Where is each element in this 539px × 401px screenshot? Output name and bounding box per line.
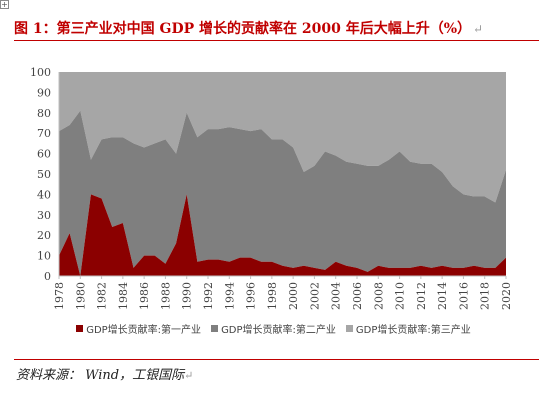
series-area-3 xyxy=(59,72,506,203)
source-text: 资料来源： Wind，工银国际 xyxy=(16,368,185,383)
x-tick-label: 1992 xyxy=(202,282,215,310)
x-tick-label: 2020 xyxy=(500,282,513,310)
chart-legend: GDP增长贡献率:第一产业 GDP增长贡献率:第二产业 GDP增长贡献率:第三产业 xyxy=(16,318,531,338)
x-tick-label: 1980 xyxy=(74,282,87,310)
stacked-area-chart: 0 10 20 30 40 50 60 70 80 90 100 1978 1980 1982 1984 19… xyxy=(30,66,513,310)
y-tick-label: 30 xyxy=(37,209,51,222)
paragraph-mark-icon: ↵ xyxy=(184,369,194,382)
source-note: 资料来源： Wind，工银国际↵ xyxy=(16,364,193,383)
x-tick-label: 2016 xyxy=(457,282,470,310)
y-tick-label: 0 xyxy=(44,270,51,283)
x-tick-label: 1998 xyxy=(266,282,279,310)
x-tick-label: 2010 xyxy=(394,282,407,310)
y-tick-label: 20 xyxy=(37,229,51,242)
y-tick-label: 80 xyxy=(37,107,51,120)
x-tick-label: 2002 xyxy=(308,282,321,310)
legend-swatch xyxy=(211,324,219,332)
x-tick-label: 2004 xyxy=(330,282,343,310)
legend-item: GDP增长贡献率:第二产业 xyxy=(211,321,336,336)
y-tick-label: 70 xyxy=(37,127,51,140)
x-tick-label: 1988 xyxy=(159,282,172,310)
legend-item: GDP增长贡献率:第三产业 xyxy=(345,321,471,336)
x-tick-label: 2008 xyxy=(372,282,385,310)
series-area-2 xyxy=(59,110,506,276)
move-handle-icon[interactable]: + xyxy=(0,0,9,9)
x-tick-label: 1978 xyxy=(53,282,66,310)
y-tick-label: 50 xyxy=(37,168,51,181)
x-tick-label: 2012 xyxy=(415,282,428,310)
x-tick-label: 2018 xyxy=(479,282,492,310)
x-tick-label: 1986 xyxy=(138,282,151,310)
chart-panel: 0 10 20 30 40 50 60 70 80 90 100 1978 1980 1982 1984 19… xyxy=(16,44,531,350)
y-tick-label: 10 xyxy=(37,250,51,263)
legend-swatch xyxy=(76,324,84,332)
x-tick-label: 1994 xyxy=(223,282,236,310)
x-tick-label: 1984 xyxy=(117,282,130,310)
legend-label: GDP增长贡献率:第一产业 xyxy=(86,324,202,336)
legend-label: GDP增长贡献率:第二产业 xyxy=(221,324,336,336)
source-separator xyxy=(14,359,539,360)
chart-title: 图 1：第三产业对中国 GDP 增长的贡献率在 2000 年后大幅上升（%） ↵ xyxy=(14,18,534,38)
chart-title-text: 图 1：第三产业对中国 GDP 增长的贡献率在 2000 年后大幅上升（%） xyxy=(14,21,472,37)
paragraph-mark-icon: ↵ xyxy=(473,22,484,36)
legend-swatch xyxy=(345,324,353,332)
series-area-1 xyxy=(59,194,506,276)
x-tick-label: 2014 xyxy=(436,282,449,310)
x-tick-label: 1990 xyxy=(181,282,194,310)
y-tick-label: 90 xyxy=(37,86,51,99)
y-tick-label: 60 xyxy=(37,148,51,161)
y-tick-label: 40 xyxy=(37,188,51,201)
legend-item: GDP增长贡献率:第一产业 xyxy=(76,321,201,336)
title-underline xyxy=(14,40,539,41)
x-tick-label: 1982 xyxy=(96,282,109,310)
y-tick-label: 100 xyxy=(30,66,51,79)
legend-label: GDP增长贡献率:第三产业 xyxy=(355,324,471,336)
x-tick-label: 1996 xyxy=(245,282,258,310)
x-tick-label: 2000 xyxy=(287,282,300,310)
x-tick-label: 2006 xyxy=(351,282,364,310)
